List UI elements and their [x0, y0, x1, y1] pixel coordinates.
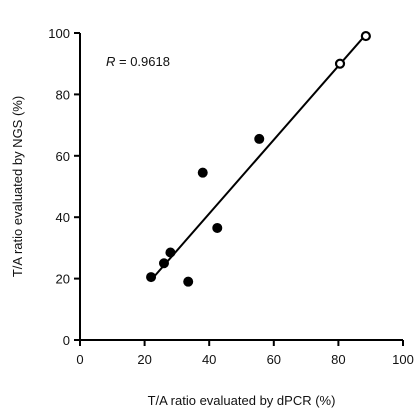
correlation-value: = 0.9618	[115, 54, 170, 69]
data-point	[158, 258, 169, 269]
data-point	[197, 167, 208, 178]
x-tick-label: 100	[392, 352, 414, 367]
x-tick-label: 40	[202, 352, 216, 367]
axes	[79, 33, 403, 341]
data-points	[146, 30, 371, 287]
correlation-annotation: R = 0.9618	[106, 54, 170, 69]
x-tick-label: 60	[267, 352, 281, 367]
x-axis-ticks: 0 20 40 60 80 100	[76, 340, 414, 367]
data-point	[183, 276, 194, 287]
y-axis-title: T/A ratio evaluated by NGS (%)	[10, 96, 25, 277]
x-axis-title: T/A ratio evaluated by dPCR (%)	[148, 393, 336, 408]
data-point-open	[360, 30, 371, 42]
data-point	[165, 247, 176, 258]
y-axis-ticks: 0 20 40 60 80 100	[48, 26, 80, 348]
data-point-open	[334, 58, 346, 69]
y-tick-label: 80	[56, 87, 70, 102]
y-tick-label: 60	[56, 149, 70, 164]
x-tick-label: 20	[137, 352, 151, 367]
data-point	[254, 133, 265, 144]
data-point	[146, 272, 157, 283]
y-tick-label: 40	[56, 210, 70, 225]
y-tick-label: 100	[48, 26, 70, 41]
data-point	[212, 222, 223, 233]
y-tick-label: 20	[56, 272, 70, 287]
regression-line	[150, 33, 367, 281]
correlation-symbol: R	[106, 54, 115, 69]
x-tick-label: 0	[76, 352, 83, 367]
y-tick-label: 0	[63, 333, 70, 348]
x-tick-label: 80	[331, 352, 345, 367]
